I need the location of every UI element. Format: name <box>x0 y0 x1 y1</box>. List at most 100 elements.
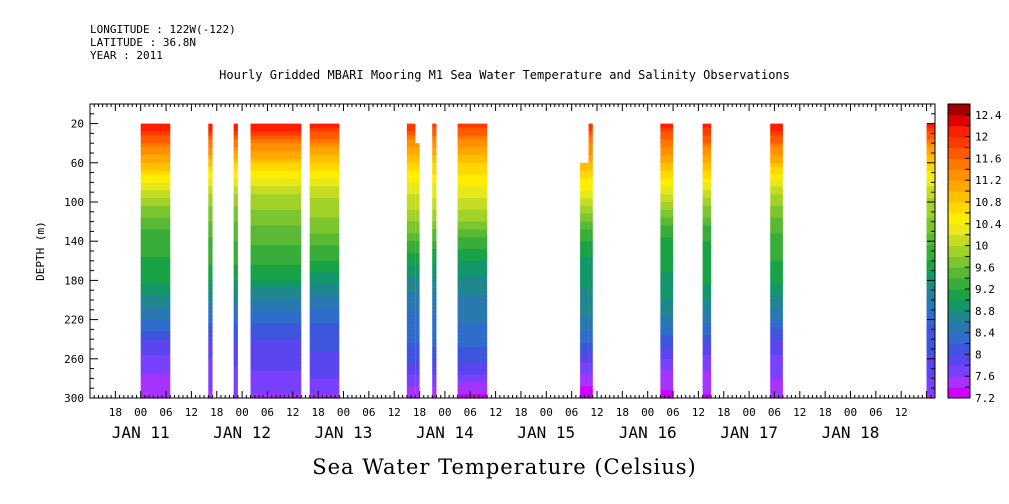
temperature-cell <box>926 358 935 364</box>
x-date-label: JAN 13 <box>315 423 373 442</box>
temperature-cell <box>770 143 783 148</box>
temperature-cell <box>233 229 238 234</box>
temperature-cell <box>406 154 416 160</box>
temperature-cell <box>140 252 171 258</box>
colorbar-swatch <box>948 191 970 203</box>
temperature-cell <box>580 292 589 297</box>
temperature-cell <box>432 229 437 234</box>
temperature-cell <box>208 143 213 148</box>
temperature-cell <box>432 209 437 215</box>
temperature-cell <box>432 174 437 180</box>
temperature-cell <box>588 225 593 231</box>
temperature-cell <box>233 256 238 262</box>
temperature-cell <box>140 347 171 352</box>
temperature-cell <box>926 366 935 372</box>
temperature-cell <box>580 213 589 219</box>
temperature-cell <box>702 147 712 152</box>
temperature-cell <box>926 237 935 242</box>
temperature-cell <box>140 245 171 250</box>
temperature-cell <box>233 370 238 376</box>
temperature-cell <box>250 339 302 344</box>
temperature-cell <box>580 307 589 313</box>
temperature-cell <box>580 170 589 176</box>
temperature-cell <box>702 182 712 187</box>
temperature-cell <box>580 378 589 383</box>
temperature-cell <box>233 249 238 254</box>
temperature-cell <box>309 237 340 242</box>
temperature-cell <box>580 229 589 234</box>
temperature-cell <box>580 272 589 278</box>
temperature-cell <box>457 245 488 250</box>
x-hour-label: 18 <box>210 406 223 419</box>
temperature-cell <box>926 296 935 301</box>
temperature-cell <box>660 331 674 336</box>
temperature-cell <box>250 315 302 321</box>
temperature-cell <box>250 225 302 231</box>
temperature-cell <box>588 154 593 160</box>
temperature-cell <box>250 135 302 140</box>
temperature-cell <box>702 307 712 313</box>
temperature-cell <box>588 382 593 387</box>
temperature-cell <box>457 229 488 234</box>
temperature-cell <box>432 343 437 348</box>
x-hour-label: 12 <box>489 406 502 419</box>
y-tick-label: 300 <box>64 392 84 405</box>
temperature-cell <box>660 249 674 254</box>
temperature-cell <box>580 260 589 266</box>
temperature-cell <box>233 366 238 372</box>
temperature-cell <box>770 260 783 266</box>
temperature-cell <box>208 249 213 254</box>
x-hour-label: 12 <box>286 406 299 419</box>
temperature-cell <box>309 300 340 305</box>
temperature-cell <box>580 327 589 332</box>
temperature-cell <box>309 186 340 191</box>
temperature-cell <box>660 339 674 344</box>
temperature-cell <box>208 288 213 293</box>
temperature-cell <box>660 300 674 305</box>
temperature-cell <box>415 354 420 360</box>
temperature-cell <box>770 131 783 136</box>
temperature-cell <box>660 170 674 176</box>
colorbar-swatch <box>948 202 970 214</box>
temperature-cell <box>415 386 420 391</box>
temperature-cell <box>432 202 437 207</box>
temperature-cell <box>233 135 238 140</box>
temperature-cell <box>208 245 213 250</box>
temperature-cell <box>140 162 171 168</box>
temperature-cell <box>702 252 712 258</box>
temperature-cell <box>457 327 488 332</box>
temperature-cell <box>309 354 340 360</box>
temperature-cell <box>208 319 213 325</box>
temperature-cell <box>250 245 302 250</box>
colorbar-label: 10.4 <box>975 218 1002 231</box>
temperature-cell <box>926 205 935 211</box>
temperature-cell <box>457 162 488 168</box>
temperature-cell <box>140 127 171 133</box>
temperature-cell <box>770 174 783 180</box>
colorbar-swatch <box>948 147 970 159</box>
temperature-cell <box>208 390 213 395</box>
temperature-cell <box>415 292 420 297</box>
temperature-cell <box>415 382 420 387</box>
temperature-cell <box>926 221 935 227</box>
temperature-cell <box>926 217 935 223</box>
temperature-cell <box>208 303 213 309</box>
temperature-cell <box>208 151 213 156</box>
temperature-cell <box>250 170 302 176</box>
temperature-cell <box>702 362 712 368</box>
colorbar-swatch <box>948 278 970 290</box>
temperature-cell <box>250 182 302 187</box>
temperature-cell <box>406 225 416 231</box>
temperature-cell <box>660 327 674 332</box>
temperature-cell <box>660 311 674 317</box>
temperature-cell <box>457 339 488 344</box>
temperature-cell <box>309 151 340 156</box>
temperature-cell <box>660 229 674 234</box>
temperature-cell <box>208 343 213 348</box>
temperature-cell <box>702 300 712 305</box>
temperature-cell <box>457 209 488 215</box>
temperature-cell <box>588 194 593 199</box>
temperature-cell <box>415 362 420 368</box>
temperature-cell <box>233 284 238 289</box>
temperature-cell <box>432 390 437 395</box>
